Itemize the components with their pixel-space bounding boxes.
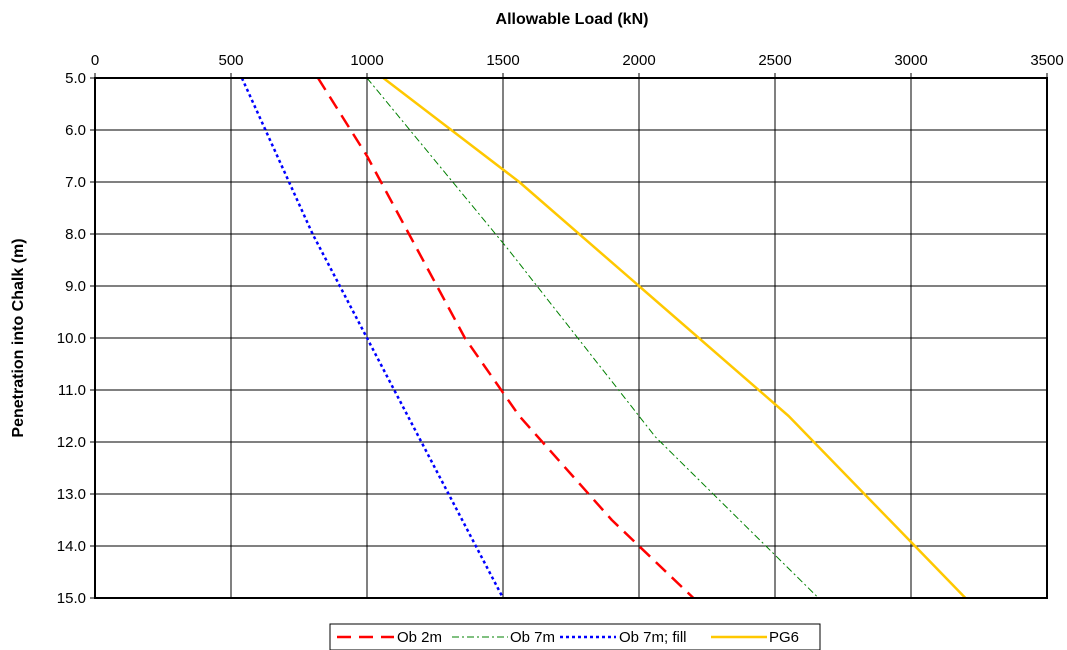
y-tick-label: 6.0 [65,122,86,139]
y-tick-label: 14.0 [57,538,86,555]
y-tick-label: 15.0 [57,590,86,607]
y-tick-label: 7.0 [65,174,86,191]
series-line-pg6 [382,77,967,599]
x-axis-title: Allowable Load (kN) [496,11,649,28]
x-tick-labels: 0 500 1000 1500 2000 2500 3000 3500 [91,52,1064,69]
y-tick-label: 9.0 [65,278,86,295]
x-tick-label: 0 [91,52,99,69]
legend-label: Ob 2m [397,629,442,646]
y-tick-label: 11.0 [58,382,86,399]
x-tick-label: 3000 [894,52,927,69]
x-tick-label: 500 [218,52,243,69]
y-axis-title: Penetration into Chalk (m) [10,238,27,437]
x-tick-label: 2000 [622,52,655,69]
y-tick-labels: 5.0 6.0 7.0 8.0 9.0 10.0 11.0 12.0 13.0 14.0 15.0 [57,70,86,607]
series-lines [240,77,967,599]
series-line-ob-2m [316,77,695,599]
x-tick-label: 3500 [1030,52,1063,69]
legend-label: Ob 7m; fill [619,629,687,646]
legend-label: Ob 7m [510,629,555,646]
x-tick-label: 2500 [758,52,791,69]
y-tick-label: 12.0 [57,434,86,451]
legend-label: PG6 [769,629,799,646]
y-tick-label: 8.0 [65,226,86,243]
series-line-ob-7m [366,77,819,599]
gridlines [95,78,1047,598]
axis-ticks [90,73,1048,599]
y-tick-label: 13.0 [57,486,86,503]
series-line-ob-7m-fill [240,77,505,599]
x-tick-label: 1000 [350,52,383,69]
y-tick-label: 10.0 [57,330,86,347]
x-tick-label: 1500 [486,52,519,69]
legend: Ob 2m Ob 7m Ob 7m; fill PG6 [329,623,821,650]
y-tick-label: 5.0 [65,70,86,87]
